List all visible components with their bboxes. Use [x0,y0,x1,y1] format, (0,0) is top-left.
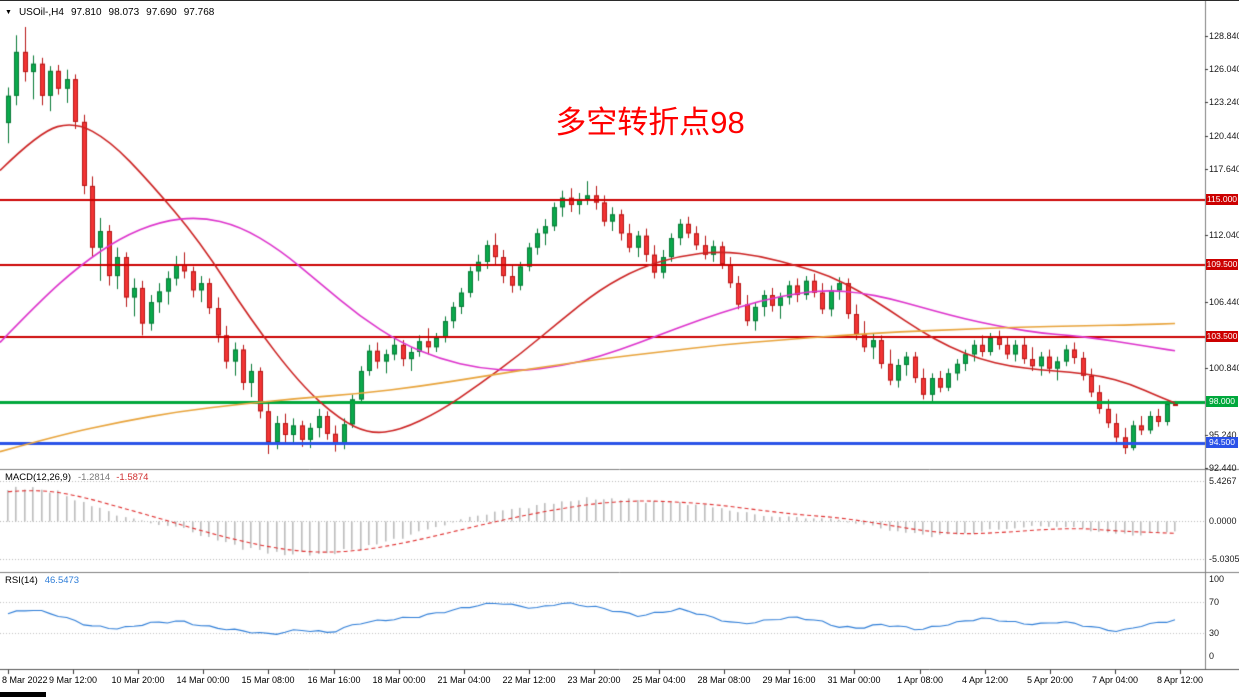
time-tick-label: 10 Mar 20:00 [111,675,165,685]
price-line-badge: 103.500 [1206,331,1238,342]
macd-value-signal: -1.5874 [116,472,149,483]
price-tick-label: 100.840 [1209,363,1239,373]
time-tick-label: 28 Mar 08:00 [697,675,751,685]
rsi-axis-label: 30 [1209,628,1220,638]
symbol-ohlc-bar: ▼ USOil-,H4 97.810 98.073 97.690 97.768 [5,7,214,18]
time-tick-label: 1 Apr 08:00 [896,675,944,685]
time-tick-label: 15 Mar 08:00 [241,675,295,685]
time-tick-label: 18 Mar 00:00 [372,675,426,685]
price-line-badge: 98.000 [1206,396,1238,407]
time-tick-label: 23 Mar 20:00 [567,675,621,685]
time-tick-label: 8 Mar 2022 [2,675,48,685]
time-tick-label: 4 Apr 12:00 [961,675,1009,685]
time-tick-label: 14 Mar 00:00 [176,675,230,685]
price-tick-label: 106.440 [1209,297,1239,307]
price-tick-label: 123.240 [1209,97,1239,107]
price-tick-label: 112.040 [1209,230,1239,240]
ohlc-low: 97.690 [146,7,177,18]
time-tick-label: 31 Mar 00:00 [827,675,881,685]
macd-axis-label: 0.0000 [1209,516,1237,526]
price-line-badge: 115.000 [1206,194,1238,205]
time-tick-label: 25 Mar 04:00 [632,675,686,685]
price-tick-label: 128.840 [1209,31,1239,41]
price-line-badge: 109.500 [1206,259,1238,270]
rsi-axis-label: 0 [1209,651,1215,661]
rsi-axis-label: 100 [1209,574,1225,584]
macd-axis-label: -5.0305 [1209,554,1239,564]
time-tick-label: 16 Mar 16:00 [307,675,361,685]
price-tick-label: 92.440 [1209,463,1237,473]
price-tick-label: 120.440 [1209,131,1239,141]
price-line-badge: 94.500 [1206,437,1238,448]
ohlc-open: 97.810 [70,7,102,18]
rsi-axis-label: 70 [1209,597,1220,607]
annotation-text: 多空转折点98 [555,105,745,140]
price-tick-label: 95.240 [1209,430,1237,440]
time-tick-label: 5 Apr 20:00 [1026,675,1074,685]
macd-value-main: -1.2814 [78,472,111,483]
time-tick-label: 29 Mar 16:00 [762,675,816,685]
ohlc-close: 97.768 [183,7,215,18]
scrollbar-thumb[interactable] [0,692,46,697]
rsi-title: RSI(14) [5,575,38,586]
rsi-indicator-label: RSI(14) 46.5473 [5,575,79,586]
macd-axis-label: 5.4267 [1209,476,1237,486]
ohlc-high: 98.073 [108,7,140,18]
price-tick-label: 126.040 [1209,64,1239,74]
time-tick-label: 8 Apr 12:00 [1156,675,1204,685]
time-tick-label: 9 Mar 12:00 [48,675,98,685]
price-tick-label: 117.640 [1209,164,1239,174]
collapse-arrow-icon[interactable]: ▼ [5,9,12,16]
symbol-name: USOil-,H4 [18,7,64,18]
time-tick-label: 22 Mar 12:00 [502,675,556,685]
macd-indicator-label: MACD(12,26,9) -1.2814 -1.5874 [5,472,148,483]
time-tick-label: 7 Apr 04:00 [1091,675,1139,685]
time-tick-label: 21 Mar 04:00 [437,675,491,685]
macd-title: MACD(12,26,9) [5,472,71,483]
rsi-value: 46.5473 [44,575,80,586]
